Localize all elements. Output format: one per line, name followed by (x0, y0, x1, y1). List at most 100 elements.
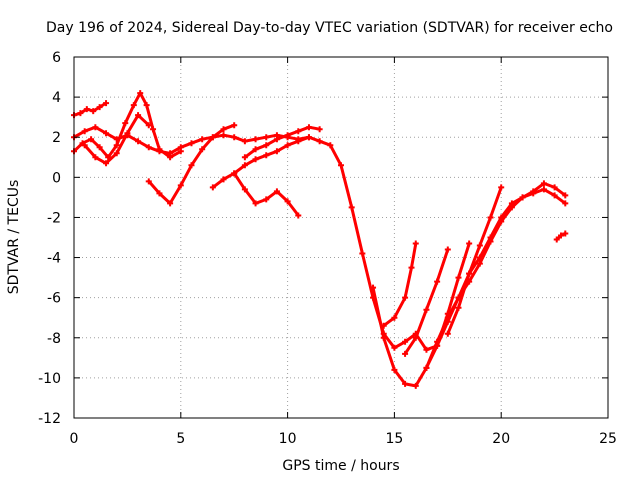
data-point (498, 184, 505, 191)
data-point (241, 154, 248, 161)
data-point (81, 142, 88, 149)
plot-frame (73, 56, 609, 419)
data-point (263, 196, 270, 203)
data-point (540, 186, 547, 193)
data-point (558, 232, 565, 239)
data-point (466, 240, 473, 247)
data-point (466, 270, 473, 277)
data-series (71, 90, 569, 389)
x-tick-label: 15 (385, 431, 403, 447)
data-point (380, 322, 387, 329)
y-tick-label: 2 (52, 130, 61, 146)
data-point (252, 200, 259, 207)
data-point (540, 180, 547, 187)
data-point (92, 154, 99, 161)
data-point (137, 90, 144, 97)
data-point (177, 182, 184, 189)
data-point (177, 148, 184, 155)
data-point (444, 246, 451, 253)
data-point (455, 304, 462, 311)
data-point (241, 186, 248, 193)
y-axis-ticks: -12 -10 -8 -6 -4 -2 0 2 4 6 (38, 50, 608, 427)
data-point (295, 128, 302, 135)
data-point (551, 184, 558, 191)
series-line-track-13 (446, 185, 503, 336)
data-point (145, 144, 152, 151)
data-point (444, 310, 451, 317)
series-line-track-7 (243, 125, 322, 159)
x-axis-label: GPS time / hours (282, 458, 399, 474)
data-point (370, 284, 377, 291)
data-point (77, 110, 84, 117)
data-point (145, 178, 152, 185)
data-point (530, 188, 537, 195)
data-point (81, 128, 88, 135)
series-line-track-10 (382, 242, 418, 328)
data-point (103, 100, 110, 107)
data-point (241, 138, 248, 145)
x-tick-label: 25 (599, 431, 617, 447)
x-tick-label: 10 (279, 431, 297, 447)
data-point (273, 136, 280, 143)
data-point (145, 122, 152, 129)
data-point (295, 138, 302, 145)
data-point (412, 334, 419, 341)
data-point (83, 106, 90, 113)
data-point (241, 162, 248, 169)
data-point (252, 146, 259, 153)
data-point (508, 204, 515, 211)
data-point (135, 138, 142, 145)
x-tick-label: 5 (176, 431, 185, 447)
data-point (562, 200, 569, 207)
data-point (391, 344, 398, 351)
data-point (263, 134, 270, 141)
data-point (434, 342, 441, 349)
chart-title: Day 196 of 2024, Sidereal Day-to-day VTE… (46, 20, 613, 36)
data-point (188, 140, 195, 147)
data-point (96, 104, 103, 111)
data-point (143, 102, 150, 109)
data-point (130, 102, 137, 109)
data-point (519, 194, 526, 201)
data-point (231, 122, 238, 129)
data-point (487, 238, 494, 245)
series-line-track-2 (72, 91, 183, 159)
data-point (412, 240, 419, 247)
data-point (327, 142, 334, 149)
y-tick-label: -6 (47, 291, 61, 307)
data-point (167, 200, 174, 207)
y-tick-label: 0 (52, 170, 61, 186)
x-tick-label: 20 (492, 431, 510, 447)
data-point (103, 160, 110, 167)
data-point (113, 142, 120, 149)
data-point (305, 124, 312, 131)
data-point (90, 108, 97, 115)
data-point (188, 162, 195, 169)
data-point (423, 346, 430, 353)
series-line-track-9 (371, 181, 567, 388)
data-point (391, 314, 398, 321)
data-point (402, 338, 409, 345)
data-point (402, 380, 409, 387)
data-point (252, 156, 259, 163)
x-axis-ticks: 0 5 10 15 20 25 (70, 57, 617, 447)
x-tick-label: 0 (70, 431, 79, 447)
data-point (284, 142, 291, 149)
data-point (220, 176, 227, 183)
data-point (88, 136, 95, 143)
data-point (476, 260, 483, 267)
data-point (316, 126, 323, 133)
y-tick-label: -12 (38, 411, 61, 427)
data-point (444, 330, 451, 337)
data-point (199, 146, 206, 153)
data-point (231, 170, 238, 177)
data-point (150, 126, 157, 133)
data-point (284, 198, 291, 205)
data-point (263, 142, 270, 149)
data-point (305, 134, 312, 141)
data-point (96, 144, 103, 151)
data-point (209, 184, 216, 191)
data-point (348, 204, 355, 211)
y-tick-label: -2 (47, 210, 61, 226)
data-point (553, 236, 560, 243)
